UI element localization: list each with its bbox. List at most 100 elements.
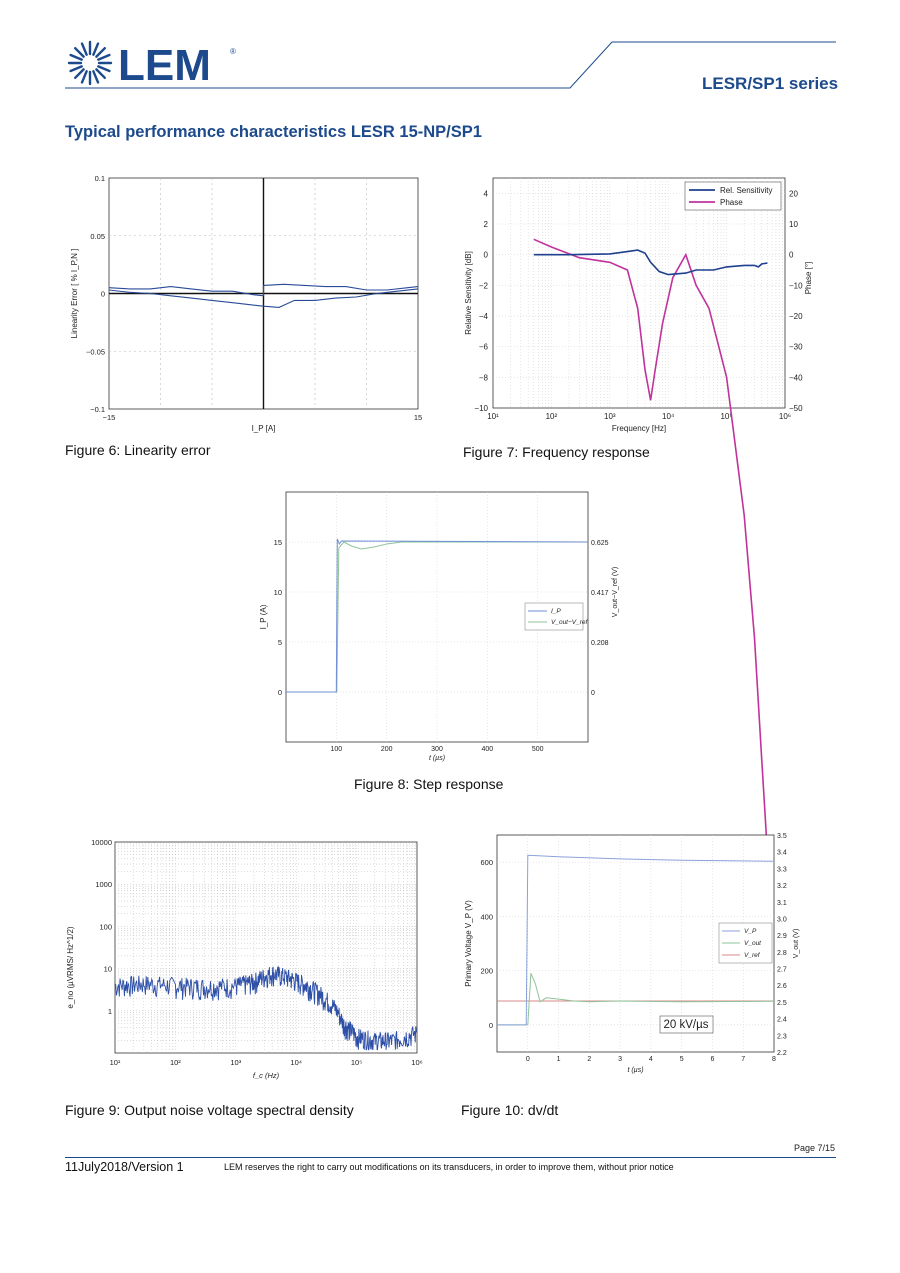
page-header-graphic: LEM ®	[65, 40, 836, 90]
x-tick-label: 3	[618, 1056, 622, 1063]
x-tick-label: 10⁵	[720, 412, 732, 421]
y2-tick-label: −10	[789, 281, 803, 290]
legend-box	[524, 602, 584, 631]
y2-tick-label: −40	[789, 373, 803, 382]
y-tick-label: −0.05	[86, 347, 105, 356]
y-tick-label: 5	[278, 638, 282, 647]
x-tick-label: 500	[532, 746, 544, 753]
y2-tick-label: 2.2	[777, 1050, 787, 1057]
y2-tick-label: −50	[789, 404, 803, 413]
x-tick-label: 6	[710, 1056, 714, 1063]
y-tick-label: 0	[489, 1021, 493, 1030]
plot-frame	[492, 177, 786, 409]
y2-tick-label: 2.9	[777, 933, 787, 940]
legend-label: Rel. Sensitivity	[720, 186, 772, 195]
y2-tick-label: 0.208	[591, 640, 609, 647]
y2-tick-label: 3.4	[777, 850, 787, 857]
y2-tick-label: 3.1	[777, 900, 787, 907]
x-tick-label: 400	[481, 746, 493, 753]
footer-rule	[65, 1157, 836, 1158]
y-tick-label: 4	[484, 189, 489, 198]
header-rule	[65, 41, 836, 89]
x-tick-label: 10¹	[487, 412, 499, 421]
ip-line	[286, 538, 589, 693]
figure-8-caption: Figure 8: Step response	[354, 776, 504, 792]
y2-tick-label: 2.4	[777, 1017, 787, 1024]
x-axis-label: Frequency [Hz]	[612, 424, 666, 433]
x-tick-label: 10³	[230, 1058, 241, 1067]
legend-label: V_P	[744, 928, 757, 935]
y-tick-label: 0.1	[95, 174, 105, 183]
y2-tick-label: 2.8	[777, 950, 787, 957]
x-tick-label: 10⁵	[351, 1058, 362, 1067]
x-tick-label: 10²	[170, 1058, 181, 1067]
y-tick-label: 1000	[95, 880, 112, 889]
logo-ray	[92, 42, 100, 56]
y2-tick-label: 0.417	[591, 590, 609, 597]
y-axis-label: Relative Sensitivity [dB]	[464, 251, 473, 335]
y-tick-label: 100	[99, 922, 112, 931]
annotation-box	[659, 1015, 714, 1034]
x-tick-label: 5	[680, 1056, 684, 1063]
y2-tick-label: 2.6	[777, 983, 787, 990]
logo-ray	[95, 46, 107, 58]
logo-ray	[92, 70, 100, 84]
y-tick-label: 0	[484, 251, 489, 260]
y2-tick-label: 0	[591, 690, 595, 697]
y-tick-label: 400	[480, 912, 493, 921]
x-tick-label: 10²	[546, 412, 558, 421]
y2-tick-label: 10	[789, 220, 798, 229]
annotation-label: 20 kV/µs	[664, 1019, 709, 1031]
registered-mark: ®	[230, 47, 236, 56]
lem-logo-icon	[67, 40, 113, 86]
footer-note: LEM reserves the right to carry out modi…	[224, 1162, 674, 1172]
y2-axis-label: V_out−V_ref (V)	[612, 567, 619, 617]
data-line	[108, 288, 419, 308]
y2-tick-label: −30	[789, 343, 803, 352]
y-tick-label: −8	[479, 373, 489, 382]
series-title: LESR/SP1 series	[702, 74, 839, 93]
x-axis-label: t (µs)	[429, 755, 445, 762]
x-axis-label: I_P [A]	[252, 424, 276, 433]
x-tick-label: 10⁶	[411, 1058, 422, 1067]
legend-label: V_out	[744, 940, 762, 947]
legend-label: I_P	[551, 608, 561, 615]
page-number: Page 7/15	[794, 1143, 836, 1153]
x-tick-label: 10³	[604, 412, 616, 421]
data-line	[108, 283, 419, 297]
y2-tick-label: 3.5	[777, 833, 787, 840]
y2-tick-label: −20	[789, 312, 803, 321]
figure-10-caption: Figure 10: dv/dt	[461, 1102, 559, 1118]
logo-ray	[97, 65, 111, 73]
x-tick-label: 0	[526, 1056, 530, 1063]
x-tick-label: 2	[587, 1056, 591, 1063]
x-tick-label: 1	[557, 1056, 561, 1063]
y-tick-label: −0.1	[90, 405, 105, 414]
dvdt-chart: 600 400 200 0 3.5 3.4 3.3 3.2 3.1 3.0 2.9 2.8 2.7 2.6…	[464, 833, 800, 1074]
x-tick-label: 15	[414, 413, 422, 422]
y2-tick-label: 0.625	[591, 540, 609, 547]
vout-line	[497, 973, 775, 1026]
y2-tick-label: 0	[789, 251, 794, 260]
y2-tick-label: 2.5	[777, 1000, 787, 1007]
x-tick-label: 300	[431, 746, 443, 753]
x-tick-label: 4	[649, 1056, 653, 1063]
section-title: Typical performance characteristics LESR…	[65, 123, 482, 141]
y2-tick-label: 3.0	[777, 916, 787, 923]
noise-density-chart: 10000 1000 100 10 1 10¹ 10² 10³ 10⁴ 10⁵ 10⁶ f_c (Hz…	[66, 838, 423, 1080]
logo-ray	[69, 65, 83, 73]
x-tick-label: 10⁴	[662, 412, 675, 421]
y-axis-label: Primary Voltage V_P (V)	[464, 900, 473, 987]
y-tick-label: 200	[480, 967, 493, 976]
y-tick-label: 0.05	[90, 232, 105, 241]
logo-ray	[73, 46, 85, 58]
vout-line	[286, 541, 588, 693]
logo-ray	[73, 68, 85, 80]
legend-label: V_out−V_ref	[551, 619, 589, 626]
y-tick-label: −4	[479, 312, 489, 321]
y-axis-label: e_no (µVRMS/ Hz^1/2)	[66, 926, 75, 1009]
y-tick-label: 15	[274, 538, 282, 547]
figure-6-caption: Figure 6: Linearity error	[65, 442, 211, 458]
figure-7-caption: Figure 7: Frequency response	[463, 444, 650, 460]
